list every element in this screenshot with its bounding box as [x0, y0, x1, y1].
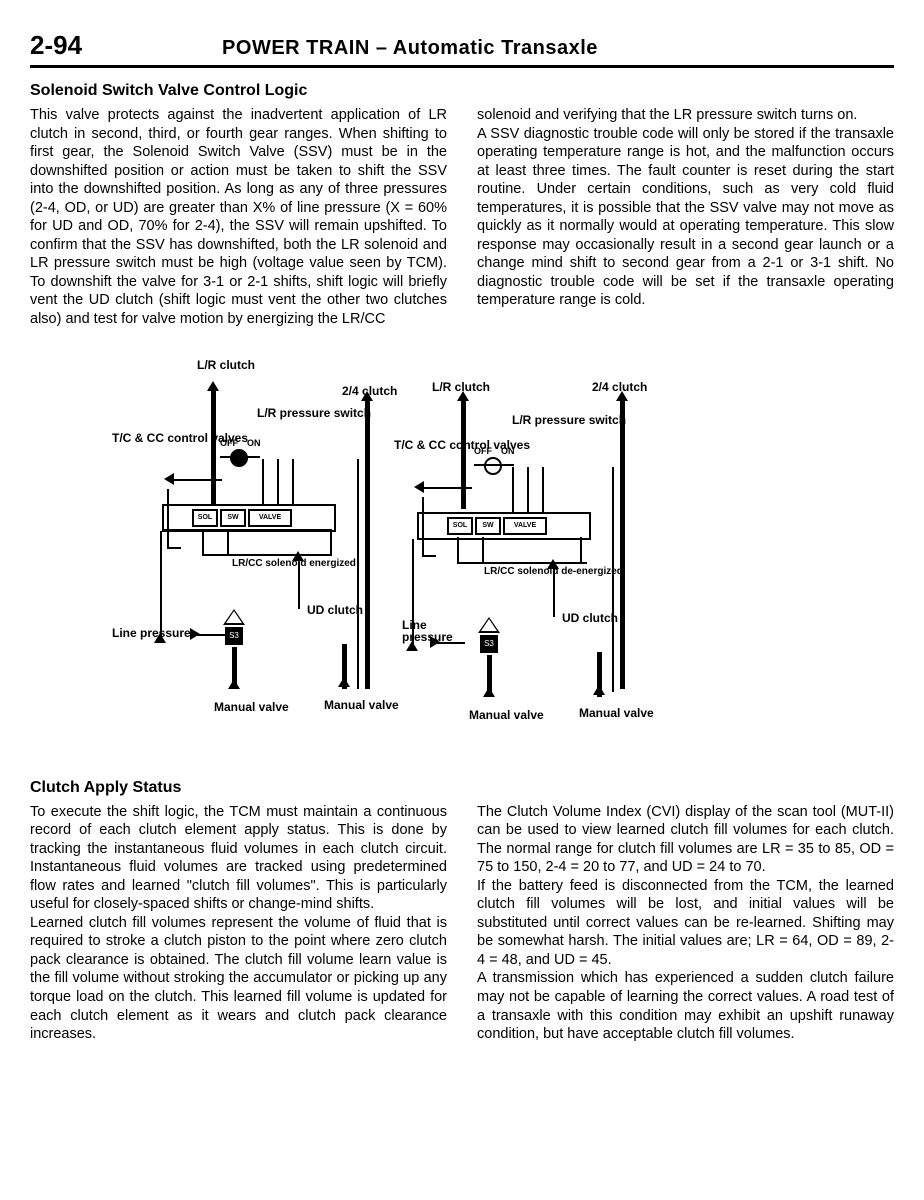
label-sw-1: SW	[220, 509, 246, 527]
section1-heading: Solenoid Switch Valve Control Logic	[30, 82, 894, 100]
label-manual-1b: Manual valve	[324, 699, 399, 712]
section2-col2: The Clutch Volume Index (CVI) display of…	[477, 803, 894, 1044]
section2-col1: To execute the shift logic, the TCM must…	[30, 803, 447, 1044]
label-tccc-1: T/C & CC control valves	[112, 432, 248, 445]
section1-col1: This valve protects against the inadvert…	[30, 106, 447, 329]
label-manual-2a: Manual valve	[469, 709, 544, 722]
label-manual-2b: Manual valve	[579, 707, 654, 720]
label-manual-1a: Manual valve	[214, 701, 289, 714]
label-lr-clutch-1: L/R clutch	[197, 359, 255, 372]
label-valve-1: VALVE	[248, 509, 292, 527]
solenoid-diagram: L/R clutch 2/4 clutch L/R pressure switc…	[112, 359, 812, 739]
label-s3-2: S3	[480, 635, 498, 653]
label-tccc-2: T/C & CC control valves	[394, 439, 530, 452]
label-sol-1: SOL	[192, 509, 218, 527]
page-number: 2-94	[30, 30, 82, 61]
label-sw-2: SW	[475, 517, 501, 535]
label-lr-clutch-2: L/R clutch	[432, 381, 490, 394]
section1-col2: solenoid and verifying that the LR press…	[477, 106, 894, 329]
label-lr-press-1: L/R pressure switch	[257, 407, 371, 420]
label-ud-2: UD clutch	[562, 612, 618, 625]
label-line-press-1: Line pressure	[112, 627, 191, 640]
label-valve-2: VALVE	[503, 517, 547, 535]
label-on-1: ON	[247, 439, 261, 448]
label-ud-1: UD clutch	[307, 604, 363, 617]
section2-heading: Clutch Apply Status	[30, 779, 894, 797]
label-24-clutch-2: 2/4 clutch	[592, 381, 647, 394]
diagram-container: L/R clutch 2/4 clutch L/R pressure switc…	[30, 359, 894, 739]
label-sol-2: SOL	[447, 517, 473, 535]
page-title: POWER TRAIN – Automatic Transaxle	[222, 37, 598, 60]
section2-body: To execute the shift logic, the TCM must…	[30, 803, 894, 1044]
section1-body: This valve protects against the inadvert…	[30, 106, 894, 329]
label-24-clutch-1: 2/4 clutch	[342, 385, 397, 398]
label-lr-press-2: L/R pressure switch	[512, 414, 626, 427]
page-header: 2-94 POWER TRAIN – Automatic Transaxle	[30, 30, 894, 68]
label-s3-1: S3	[225, 627, 243, 645]
